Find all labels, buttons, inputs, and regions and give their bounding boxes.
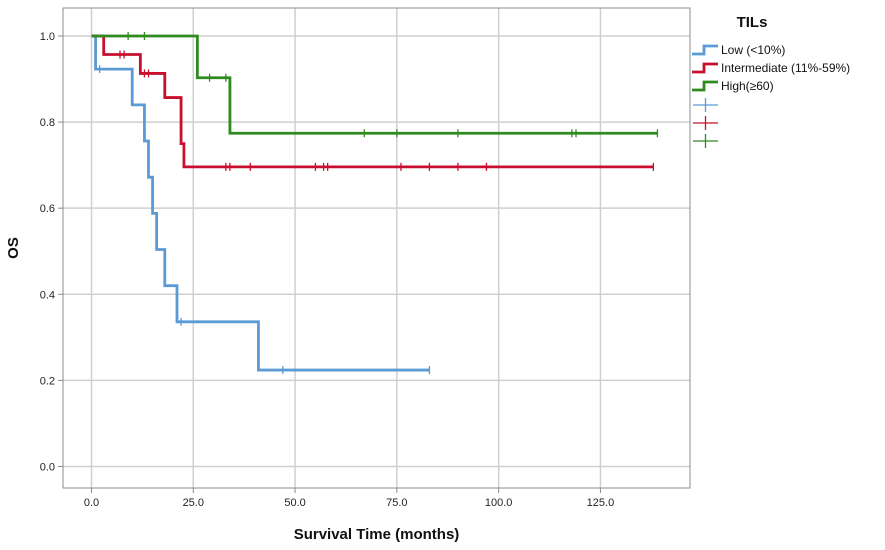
y-axis-ticks: 0.0 0.2 0.4 0.6 0.8 1.0: [40, 31, 63, 473]
y-tick-label: 0.6: [40, 203, 55, 215]
x-axis-title: Survival Time (months): [294, 526, 460, 543]
survival-curve: [91, 34, 430, 372]
y-tick-label: 1.0: [40, 31, 55, 43]
legend-items: Low (<10%) Intermediate (11%-59%) High(≥60…: [692, 43, 850, 148]
y-tick-label: 0.8: [40, 117, 55, 129]
legend-swatch: [692, 62, 718, 74]
legend-label: High(≥60): [721, 79, 774, 93]
x-tick-label: 100.0: [485, 497, 513, 509]
x-tick-label: 50.0: [284, 497, 305, 509]
legend-swatch: [692, 80, 718, 92]
survival-curve: [91, 34, 654, 169]
legend-label: Intermediate (11%-59%): [721, 61, 850, 75]
series-2: [91, 34, 655, 171]
y-axis-title: OS: [5, 237, 22, 259]
x-tick-label: 0.0: [84, 497, 99, 509]
x-tick-label: 125.0: [587, 497, 615, 509]
legend-label: Low (<10%): [721, 43, 785, 57]
x-tick-label: 75.0: [386, 497, 407, 509]
legend-title: TILs: [737, 14, 768, 31]
series-layer: [91, 31, 659, 375]
series-3: [91, 31, 659, 138]
legend: TILs Low (<10%) Intermediate (11%-59%) Hig…: [692, 14, 850, 148]
y-tick-label: 0.0: [40, 461, 55, 473]
y-tick-label: 0.4: [40, 289, 55, 301]
gridlines: [63, 8, 690, 488]
x-tick-label: 25.0: [183, 497, 204, 509]
legend-swatch: [692, 44, 718, 56]
plot-frame: [62, 7, 691, 489]
survival-curve: [91, 34, 658, 135]
x-axis-ticks: 0.0 25.0 50.0 75.0 100.0 125.0: [84, 488, 614, 509]
y-tick-label: 0.2: [40, 375, 55, 387]
series-1: [91, 34, 431, 375]
